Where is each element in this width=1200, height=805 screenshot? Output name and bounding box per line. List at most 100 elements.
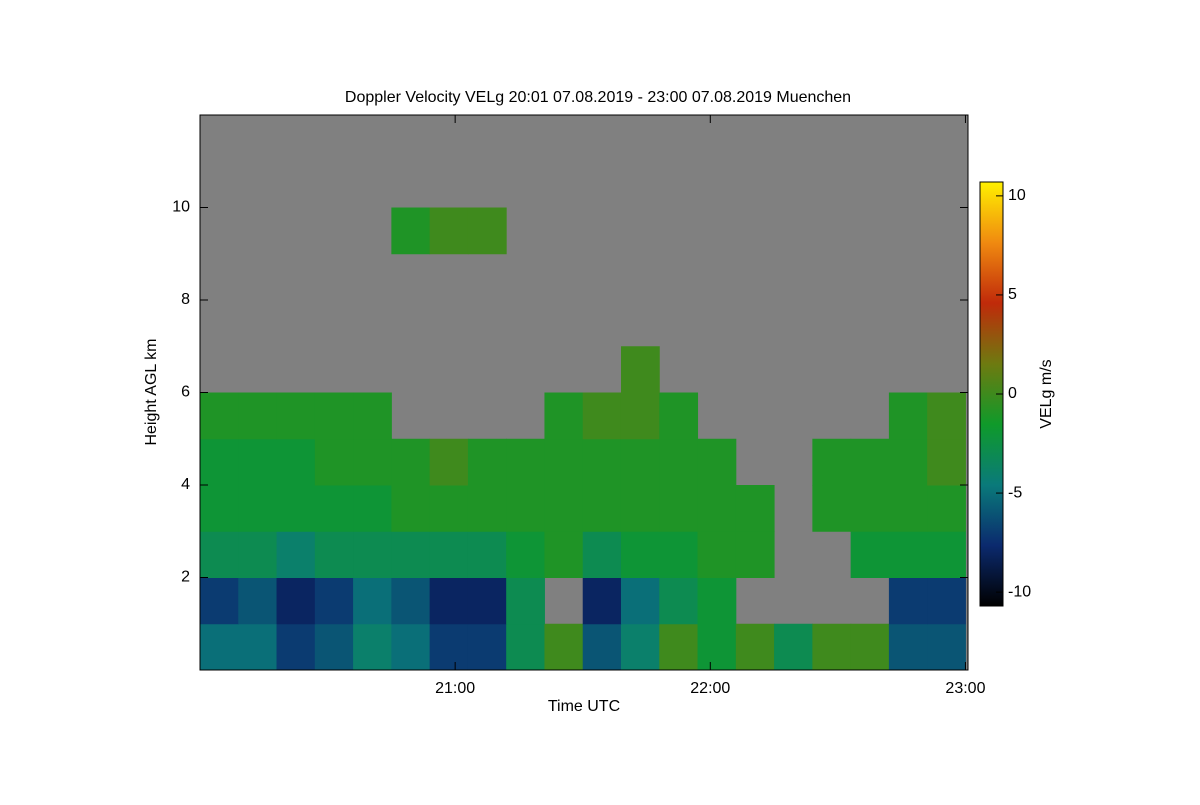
heatmap-cell xyxy=(238,623,278,671)
heatmap-cell xyxy=(391,623,431,671)
heatmap-cell xyxy=(429,623,469,671)
heatmap-cell xyxy=(200,623,239,671)
heatmap-cell xyxy=(620,531,660,578)
heatmap-cell xyxy=(391,577,431,625)
heatmap-cell xyxy=(200,485,239,532)
heatmap-cell xyxy=(888,392,928,440)
colorbar-tick-label: 0 xyxy=(1008,385,1017,402)
heatmap-cell xyxy=(582,485,622,532)
heatmap-cell xyxy=(467,531,507,578)
heatmap-cell xyxy=(200,438,239,486)
heatmap-cell xyxy=(506,577,545,625)
heatmap-cell xyxy=(353,438,392,486)
heatmap-cell xyxy=(697,623,737,671)
heatmap-cell xyxy=(506,623,545,671)
heatmap-cell xyxy=(429,438,469,486)
y-axis-label: Height AGL km xyxy=(143,338,160,445)
heatmap-cell xyxy=(467,485,507,532)
heatmap-cell xyxy=(200,531,239,578)
heatmap-cell xyxy=(927,392,966,440)
heatmap-cell xyxy=(506,438,545,486)
heatmap-cell xyxy=(429,207,469,255)
heatmap-cell xyxy=(620,438,660,486)
heatmap-cell xyxy=(238,438,278,486)
colorbar-label: VELg m/s xyxy=(1038,359,1055,428)
heatmap-cell xyxy=(238,531,278,578)
y-tick-label: 8 xyxy=(181,291,190,308)
heatmap-cell xyxy=(927,623,966,671)
heatmap-cell xyxy=(850,531,890,578)
heatmap-cell xyxy=(659,531,699,578)
heatmap-cell xyxy=(391,531,431,578)
heatmap-cell xyxy=(429,485,469,532)
heatmap-cell xyxy=(659,623,699,671)
heatmap-cell xyxy=(582,438,622,486)
heatmap-cell xyxy=(506,531,545,578)
heatmap-field xyxy=(200,115,968,671)
heatmap-cell xyxy=(620,485,660,532)
heatmap-cell xyxy=(353,623,392,671)
heatmap-cell xyxy=(276,623,316,671)
heatmap-cell xyxy=(314,485,354,532)
heatmap-cell xyxy=(735,623,775,671)
y-tick-label: 4 xyxy=(181,476,190,493)
heatmap-cell xyxy=(582,531,622,578)
heatmap-cell xyxy=(620,346,660,393)
heatmap-cell xyxy=(620,577,660,625)
heatmap-cell xyxy=(353,577,392,625)
heatmap-cell xyxy=(467,438,507,486)
heatmap-cell xyxy=(238,485,278,532)
y-tick-label: 10 xyxy=(172,199,190,216)
colorbar-tick-label: 10 xyxy=(1008,187,1026,204)
heatmap-cell xyxy=(276,485,316,532)
heatmap-cell xyxy=(506,485,545,532)
x-tick-label: 23:00 xyxy=(945,680,985,697)
heatmap-cell xyxy=(544,485,584,532)
heatmap-cell xyxy=(276,392,316,440)
heatmap-cell xyxy=(544,438,584,486)
heatmap-cell xyxy=(888,623,928,671)
heatmap-cell xyxy=(467,207,507,255)
heatmap-cell xyxy=(276,577,316,625)
heatmap-cell xyxy=(467,577,507,625)
heatmap-cell xyxy=(391,438,431,486)
heatmap-cell xyxy=(429,577,469,625)
heatmap-cell xyxy=(735,485,775,532)
heatmap-cell xyxy=(467,623,507,671)
heatmap-cell xyxy=(735,531,775,578)
heatmap-cell xyxy=(659,485,699,532)
heatmap-cell xyxy=(314,623,354,671)
heatmap-cell xyxy=(927,577,966,625)
heatmap-cell xyxy=(200,577,239,625)
heatmap-cell xyxy=(391,485,431,532)
heatmap-cell xyxy=(697,577,737,625)
heatmap-cell xyxy=(314,577,354,625)
heatmap-cell xyxy=(276,438,316,486)
heatmap-cell xyxy=(353,392,392,440)
heatmap-cell xyxy=(276,531,316,578)
x-tick-label: 22:00 xyxy=(690,680,730,697)
heatmap-cell xyxy=(429,531,469,578)
heatmap-cell xyxy=(659,577,699,625)
y-tick-label: 2 xyxy=(181,569,190,586)
chart-title: Doppler Velocity VELg 20:01 07.08.2019 -… xyxy=(345,89,851,106)
heatmap-cell xyxy=(850,485,890,532)
colorbar-tick-label: -10 xyxy=(1008,583,1031,600)
heatmap-cell xyxy=(620,392,660,440)
heatmap-cell xyxy=(927,485,966,532)
heatmap-cell xyxy=(238,577,278,625)
heatmap-cell xyxy=(582,623,622,671)
heatmap-cell xyxy=(582,577,622,625)
heatmap-cell xyxy=(888,531,928,578)
heatmap-cell xyxy=(620,623,660,671)
heatmap-cell xyxy=(697,438,737,486)
heatmap-cell xyxy=(544,623,584,671)
colorbar-tick-label: -5 xyxy=(1008,484,1022,501)
heatmap-cell xyxy=(314,438,354,486)
heatmap-cell xyxy=(888,577,928,625)
heatmap-cell xyxy=(812,438,852,486)
heatmap-cell xyxy=(314,531,354,578)
heatmap-cell xyxy=(544,392,584,440)
heatmap-cell xyxy=(391,207,431,255)
heatmap-cell xyxy=(697,485,737,532)
